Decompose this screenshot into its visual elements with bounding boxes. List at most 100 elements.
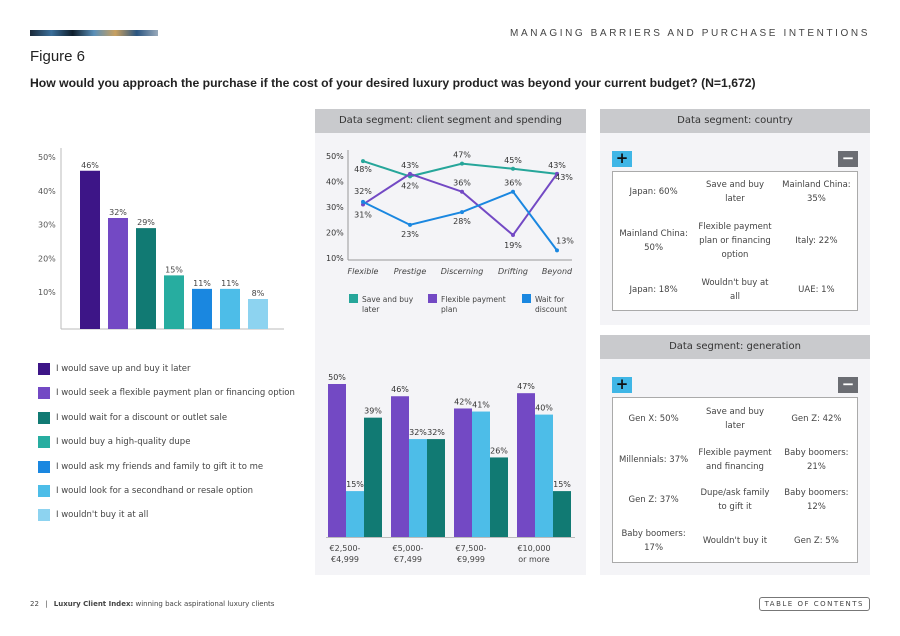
expand-button[interactable]: + — [612, 151, 632, 167]
legend-swatch — [38, 436, 50, 449]
table-cell: Italy: 22% — [795, 235, 838, 246]
table-cell: Millennials: 37% — [618, 454, 689, 465]
point-label: 32% — [354, 187, 372, 196]
legend-label: I would save up and buy it later — [56, 364, 191, 374]
data-point — [460, 161, 464, 166]
point-label: 42% — [401, 181, 419, 190]
legend-swatch — [38, 509, 50, 522]
table-cell: Mainland China: 50% — [619, 228, 688, 253]
data-point — [511, 189, 515, 194]
x-tick-label: €5,000- — [393, 544, 424, 553]
table-cell: Save and buy later — [705, 406, 765, 431]
legend-swatch — [428, 294, 437, 303]
legend-swatch — [38, 411, 50, 424]
x-tick-label: €10,000 — [517, 544, 550, 553]
table-row: Mainland China: 50% Flexible payment plan… — [613, 212, 858, 271]
legend-label: Wait for — [535, 295, 565, 304]
bar — [409, 439, 427, 537]
bar — [454, 408, 472, 537]
x-tick-label: €7,499 — [394, 555, 422, 564]
table-cell: Baby boomers: 12% — [784, 488, 849, 513]
table-row: Japan: 18% Wouldn't buy at all UAE: 1% — [613, 270, 858, 310]
bar-value-label: 29% — [137, 218, 155, 227]
bar — [427, 439, 445, 537]
table-cell: Flexible payment plan or financing optio… — [698, 221, 772, 260]
table-cell: Japan: 18% — [629, 285, 678, 296]
y-tick-label: 20% — [326, 229, 344, 238]
collapse-button[interactable]: − — [838, 151, 858, 167]
country-panel: Data segment: country + − Japan: 60% Save… — [600, 109, 870, 325]
y-tick-label: 40% — [38, 187, 56, 196]
bar-value-label: 32% — [409, 428, 427, 437]
bar-value-label: 26% — [490, 446, 508, 455]
bar-value-label: 11% — [221, 279, 239, 288]
table-cell: Gen Z: 37% — [628, 495, 679, 506]
bar — [80, 170, 100, 329]
bar-value-label: 32% — [109, 208, 127, 217]
data-point — [408, 171, 412, 176]
data-point — [361, 159, 365, 164]
table-row: Gen Z: 37% Dupe/ask family to gift it Baby… — [613, 480, 858, 521]
legend-label: later — [362, 305, 380, 314]
bar — [328, 384, 346, 537]
bar-value-label: 11% — [193, 279, 211, 288]
question-title: How would you approach the purchase if t… — [30, 76, 756, 90]
table-row: Millennials: 37% Flexible payment and fin… — [613, 439, 858, 480]
point-label: 28% — [453, 217, 471, 226]
bar — [472, 411, 490, 537]
bar — [364, 417, 382, 537]
bar — [391, 396, 409, 537]
header-image-strip — [30, 30, 158, 36]
bar — [535, 414, 553, 537]
table-cell: UAE: 1% — [798, 285, 835, 296]
table-row: Japan: 60% Save and buy later Mainland Chi… — [613, 172, 858, 212]
legend-label: I would buy a high-quality dupe — [56, 437, 191, 448]
report-title: Luxury Client Index: — [53, 600, 134, 608]
expand-button[interactable]: + — [612, 377, 632, 393]
country-table: Japan: 60% Save and buy later Mainland Chi… — [612, 171, 858, 311]
section-title: MANAGING BARRIERS AND PURCHASE INTENTION… — [510, 28, 870, 39]
bar-value-label: 8% — [252, 289, 265, 298]
y-tick-label: 10% — [38, 288, 56, 297]
point-label: 45% — [504, 156, 522, 165]
legend-swatch — [38, 460, 50, 473]
legend-label: I would seek a flexible payment plan or … — [56, 388, 295, 399]
table-of-contents-button[interactable]: TABLE OF CONTENTS — [758, 597, 870, 611]
point-label: 36% — [504, 179, 522, 188]
table-cell: Wouldn't buy it — [702, 536, 768, 547]
panel-title: Data segment: country — [600, 109, 870, 133]
bar — [490, 457, 508, 537]
table-cell: Flexible payment and financing — [698, 447, 772, 472]
legend-label: I wouldn't buy it at all — [56, 510, 149, 521]
point-label: 13% — [556, 236, 574, 245]
data-point — [460, 189, 464, 194]
table-cell: Gen Z: 42% — [791, 413, 842, 424]
bar-value-label: 50% — [328, 373, 346, 382]
legend-label: I would ask my friends and family to gif… — [56, 461, 264, 472]
point-label: 43% — [401, 161, 419, 170]
legend-swatch — [38, 363, 50, 375]
y-tick-label: 30% — [38, 221, 56, 230]
x-tick-label: Drifting — [498, 267, 528, 276]
point-label: 43% — [548, 161, 566, 170]
legend-swatch — [38, 387, 50, 400]
bar-value-label: 15% — [553, 480, 571, 489]
y-tick-label: 50% — [38, 153, 56, 162]
table-cell: Mainland China: 35% — [782, 179, 851, 204]
bar — [248, 299, 268, 329]
legend-swatch — [349, 294, 358, 303]
bar-value-label: 39% — [364, 407, 382, 416]
legend-item: I would buy a high-quality dupe — [38, 436, 191, 449]
bar — [164, 275, 184, 329]
bar-value-label: 46% — [391, 385, 409, 394]
bar-value-label: 40% — [535, 404, 553, 413]
legend-label: discount — [535, 305, 567, 314]
x-tick-label: €9,999 — [457, 555, 485, 564]
x-tick-label: Prestige — [394, 267, 427, 276]
legend-label: I would look for a secondhand or resale … — [56, 486, 254, 496]
table-cell: Japan: 60% — [629, 186, 678, 197]
x-tick-label: Discerning — [441, 267, 484, 276]
collapse-button[interactable]: − — [838, 377, 858, 393]
